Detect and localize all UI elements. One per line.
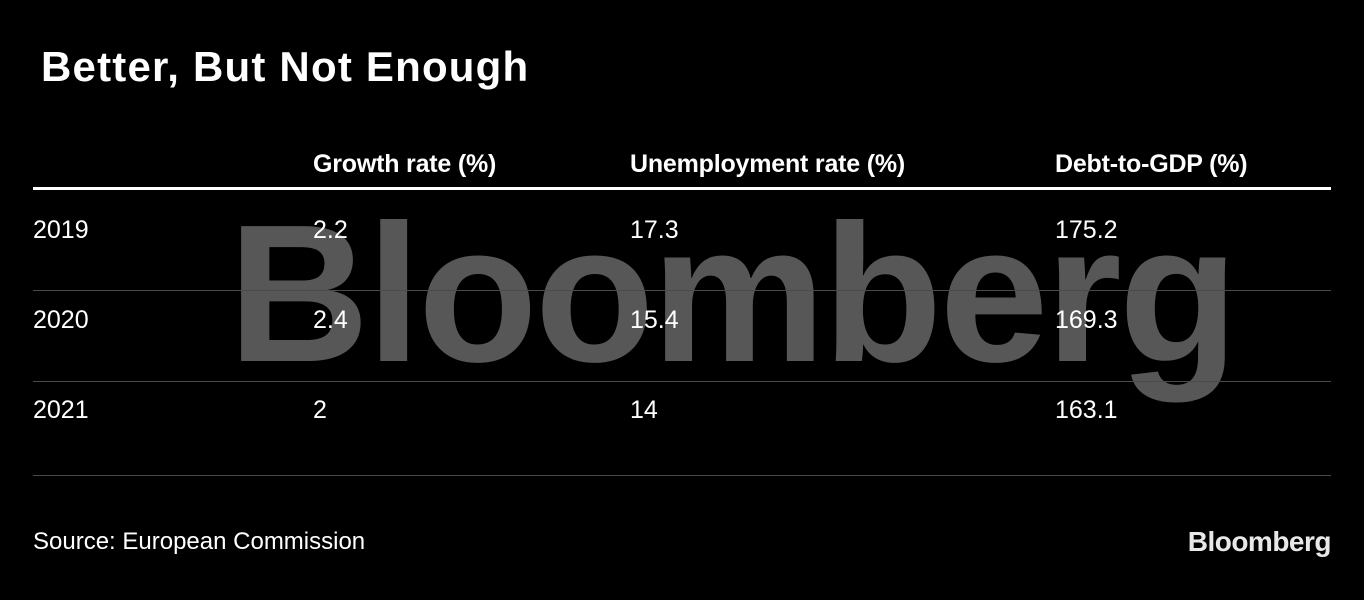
source-note: Source: European Commission — [33, 528, 366, 555]
header-divider — [33, 187, 1331, 190]
cell-growth-rate: 2.2 — [313, 216, 348, 244]
table-row: 2020 2.4 15.4 169.3 — [33, 278, 1331, 368]
column-header-growth-rate: Growth rate (%) — [313, 150, 497, 178]
cell-year: 2019 — [33, 216, 89, 244]
row-divider — [33, 381, 1331, 382]
row-divider — [33, 290, 1331, 291]
cell-debt-to-gdp: 175.2 — [1055, 216, 1118, 244]
page-title: Better, But Not Enough — [41, 43, 530, 90]
cell-year: 2021 — [33, 396, 89, 424]
cell-debt-to-gdp: 163.1 — [1055, 396, 1118, 424]
cell-unemployment-rate: 15.4 — [630, 306, 679, 334]
cell-debt-to-gdp: 169.3 — [1055, 306, 1118, 334]
table-row: 2021 2 14 163.1 — [33, 368, 1331, 458]
column-header-unemployment-rate: Unemployment rate (%) — [630, 150, 906, 178]
cell-growth-rate: 2.4 — [313, 306, 348, 334]
bloomberg-watermark: Bloomberg — [228, 184, 1238, 403]
cell-year: 2020 — [33, 306, 89, 334]
column-header-debt-to-gdp: Debt-to-GDP (%) — [1055, 150, 1248, 178]
bloomberg-logo: Bloomberg — [1187, 526, 1332, 557]
table-bottom-divider — [33, 475, 1331, 476]
cell-growth-rate: 2 — [313, 396, 327, 424]
cell-unemployment-rate: 17.3 — [630, 216, 679, 244]
table-header-row: Growth rate (%) Unemployment rate (%) De… — [33, 140, 1331, 188]
cell-unemployment-rate: 14 — [630, 396, 658, 424]
table-row: 2019 2.2 17.3 175.2 — [33, 188, 1331, 278]
data-table: Growth rate (%) Unemployment rate (%) De… — [33, 140, 1331, 476]
